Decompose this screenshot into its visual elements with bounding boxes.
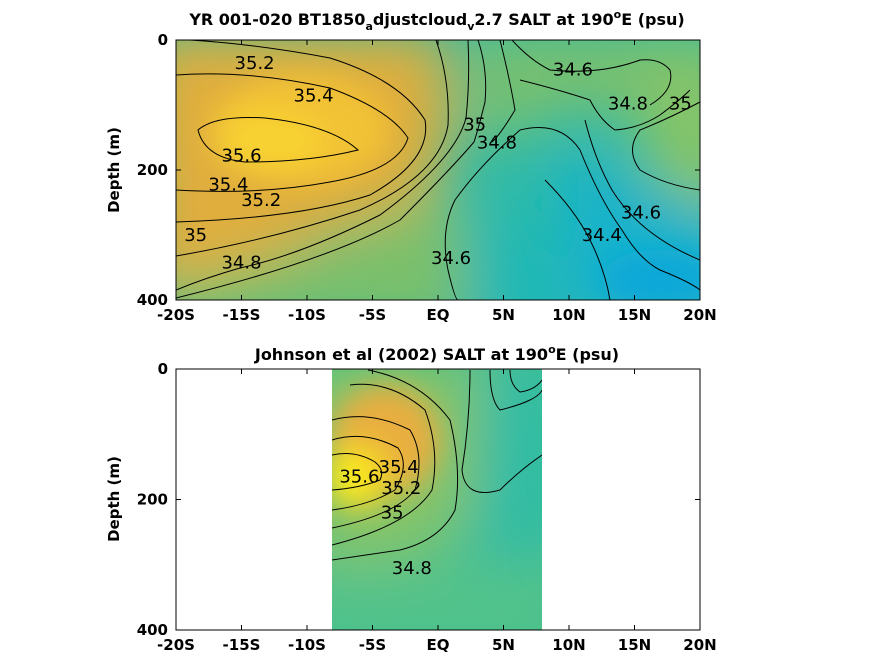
x-tick-label: 10N (552, 636, 585, 654)
panel-bottom-title: Johnson et al (2002) SALT at 190oE (psu) (254, 343, 619, 364)
x-tick-label: 20N (683, 306, 716, 324)
x-tick-label: 10N (552, 306, 585, 324)
panel-top-ylabel: Depth (m) (105, 127, 123, 213)
bottom-contour-labels: 35.435.235.635 34.8 (339, 457, 431, 579)
y-tick-label: 200 (137, 491, 168, 509)
contour-35.2 (176, 40, 427, 223)
contour-label: 35.4 (208, 174, 248, 195)
contour-label: 35 (669, 94, 692, 115)
contour-label: 35.6 (221, 146, 261, 167)
x-tick-label: -10S (288, 636, 326, 654)
panel-top-title: YR 001-020 BT1850adjustcloudv2.7 SALT at… (188, 8, 684, 33)
contour-label: 35 (381, 503, 404, 524)
contour-label: 34.6 (431, 248, 471, 269)
top-contour-lines (176, 40, 700, 300)
contour-35.6 (197, 117, 360, 163)
contour-label: 35.2 (235, 53, 275, 74)
contour-34.4 (544, 179, 611, 300)
contour-34.6-top (511, 40, 672, 106)
x-tick-label: EQ (427, 306, 450, 324)
panel-bottom-ylabel: Depth (m) (105, 456, 123, 542)
contour-34.6-east (519, 127, 700, 291)
bottom-axis-ticks: -20S -15S -10S -5S EQ 5N 10N 15N 20N 0 200 400 (137, 360, 717, 654)
top-contour-labels: 35.235.435.635.435.23534.83534.834.634.8… (184, 53, 692, 274)
x-tick-label: EQ (427, 636, 450, 654)
contour-35 (176, 40, 449, 257)
contour-35 (332, 383, 436, 546)
bottom-salinity-fill (332, 369, 542, 630)
x-tick-label: -10S (288, 306, 326, 324)
contour-label: 34.8 (477, 133, 517, 154)
contour-34.6-west (444, 129, 521, 300)
contour-label: 35.4 (294, 85, 334, 106)
y-tick-label: 400 (137, 621, 168, 639)
bottom-contour-lines (332, 369, 542, 561)
contour-label: 35 (184, 225, 207, 246)
x-tick-label: -5S (359, 306, 386, 324)
contour-34.8 (176, 40, 487, 299)
x-tick-label: 5N (492, 306, 515, 324)
contour-label: 34.8 (221, 252, 261, 273)
panel-bottom: Johnson et al (2002) SALT at 190oE (psu) (105, 343, 717, 654)
contour-35-right (176, 40, 470, 291)
contour-label: 35.2 (381, 478, 421, 499)
contour-label: 34.6 (553, 59, 593, 80)
contour-label: 35.4 (379, 457, 419, 478)
contour-35.4 (176, 73, 409, 192)
x-tick-label: -20S (157, 306, 195, 324)
x-tick-label: -15S (223, 636, 261, 654)
y-tick-label: 200 (137, 161, 168, 179)
y-tick-label: 400 (137, 291, 168, 309)
contour-34.8-mid (491, 40, 516, 143)
x-tick-label: -20S (157, 636, 195, 654)
panel-top: YR 001-020 BT1850adjustcloudv2.7 SALT at… (105, 8, 717, 324)
contour-label: 35.6 (339, 467, 379, 488)
contour-label: 35.2 (241, 190, 281, 211)
top-salinity-fill (176, 40, 700, 300)
x-tick-label: -5S (359, 636, 386, 654)
x-tick-label: 15N (618, 306, 651, 324)
contour-label: 34.8 (608, 94, 648, 115)
contour-34.8-right (461, 369, 542, 493)
contour-label: 34.6 (621, 202, 661, 223)
y-tick-label: 0 (158, 31, 168, 49)
contour-35-east (632, 101, 700, 191)
top-axis-ticks: -20S -15S -10S -5S EQ 5N 10N 15N 20N 0 200 400 (137, 31, 717, 324)
contour-label: 34.8 (392, 558, 432, 579)
contour-34.6 (489, 369, 542, 411)
x-tick-label: 15N (618, 636, 651, 654)
y-tick-label: 0 (158, 360, 168, 378)
contour-34.8-right (519, 79, 691, 131)
contour-35.2 (332, 416, 420, 529)
x-tick-label: 5N (492, 636, 515, 654)
contour-35.4 (332, 435, 404, 511)
contour-35.6 (332, 453, 383, 491)
x-tick-label: 20N (683, 636, 716, 654)
contour-34.8 (332, 369, 459, 561)
contour-34.8-far (509, 369, 542, 393)
x-tick-label: -15S (223, 306, 261, 324)
contour-34.8-east (584, 119, 700, 261)
contour-label: 35 (463, 115, 486, 136)
contour-label: 34.4 (582, 225, 622, 246)
